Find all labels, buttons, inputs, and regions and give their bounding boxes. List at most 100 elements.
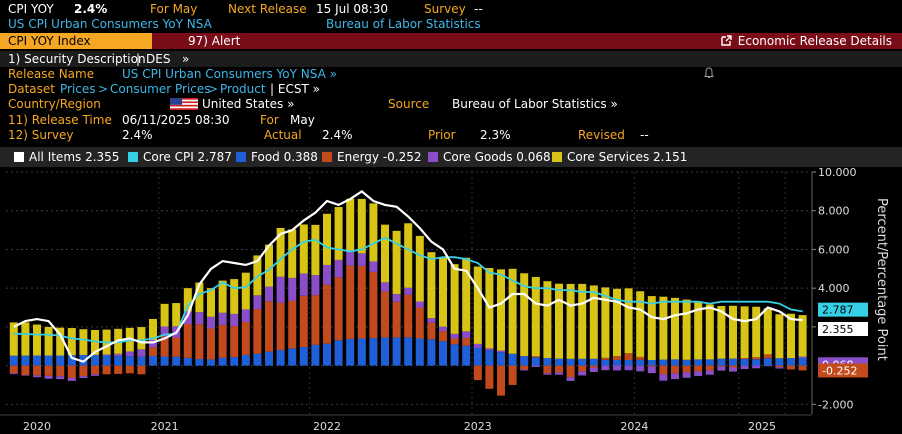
legend-food[interactable]: Food 0.388 (236, 149, 318, 165)
bar-core-goods (21, 375, 30, 376)
bar-food (334, 340, 343, 366)
bar-core-goods (311, 275, 320, 296)
bar-energy (613, 356, 621, 360)
bar-core-goods (149, 340, 157, 348)
bar-food (381, 337, 389, 366)
bar-food (671, 359, 679, 366)
bar-core-goods (729, 367, 737, 372)
release-time-value: 06/11/2025 08:30 (122, 113, 230, 127)
bar-energy (694, 365, 703, 372)
bar-core-services (392, 230, 401, 295)
x-tick-label: 2023 (464, 420, 492, 433)
dataset-consumer-prices[interactable]: Consumer Prices (110, 82, 211, 96)
bar-core-services (67, 328, 76, 356)
bar-food (520, 356, 529, 366)
bar-core-services (659, 296, 668, 360)
dataset-product[interactable]: Product (220, 82, 266, 96)
dataset-prices[interactable]: Prices (60, 82, 96, 96)
bar-core-goods (520, 369, 529, 371)
bar-core-goods (299, 273, 308, 296)
source-link[interactable]: Bureau of Labor Statistics » (452, 97, 618, 111)
y-axis-title: Percent/Percentage Point (874, 198, 889, 361)
des-link[interactable]: DES (146, 52, 171, 66)
series-lines (13, 190, 803, 363)
bar-core-goods (241, 309, 250, 323)
economic-release-details-button[interactable]: Economic Release Details (721, 33, 892, 49)
bar-core-services (334, 207, 343, 260)
bar-energy (705, 365, 714, 371)
survey-row-label[interactable]: 12) Survey (8, 128, 74, 142)
bar-core-goods (740, 365, 749, 370)
bar-core-services (79, 329, 88, 355)
bar-food (299, 347, 308, 366)
legend-energy[interactable]: Energy -0.252 (322, 149, 422, 165)
bell-icon[interactable] (704, 67, 714, 82)
release-time-row: 11) Release Time 06/11/2025 08:30 For Ma… (0, 113, 902, 129)
bar-energy (21, 365, 30, 376)
bar-core-goods (323, 264, 331, 285)
bar-core-services (775, 314, 784, 359)
legend-core-cpi[interactable]: Core CPI 2.787 (128, 149, 232, 165)
bar-core-services (589, 285, 598, 359)
bar-food (717, 358, 726, 366)
bar-food (613, 359, 621, 366)
dataset-ecst[interactable]: | ECST » (270, 82, 320, 96)
bar-food (578, 358, 587, 366)
bar-core-goods (91, 374, 99, 376)
bar-food (44, 355, 53, 366)
bar-core-goods (439, 326, 447, 332)
bar-food (543, 358, 552, 366)
bar-food (137, 356, 146, 366)
next-release-label: Next Release (228, 2, 307, 16)
bar-core-services (555, 283, 563, 359)
bar-food (497, 352, 505, 366)
security-description-button[interactable]: 1) Security Description (8, 52, 146, 66)
bar-core-goods (79, 376, 88, 378)
release-name-link[interactable]: US CPI Urban Consumers YoY NSA » (122, 67, 337, 81)
bar-core-goods (33, 375, 41, 378)
country-link[interactable]: United States » (170, 97, 294, 111)
bar-core-services (601, 287, 610, 358)
bar-food (346, 338, 355, 366)
alert-button[interactable]: 97) Alert (188, 34, 241, 48)
bar-core-services (798, 315, 807, 357)
country-value: United States » (202, 97, 295, 111)
bar-food (149, 355, 157, 366)
sep: | (136, 52, 141, 66)
legend-all-items[interactable]: All Items 2.355 (14, 149, 119, 165)
dataset-sep-2: > (208, 82, 219, 96)
bar-food (67, 355, 76, 366)
bar-energy (531, 356, 540, 358)
bar-core-services (729, 305, 737, 359)
bar-core-services (137, 327, 146, 350)
bar-energy (450, 338, 459, 345)
bar-food (752, 359, 761, 366)
bar-core-goods (392, 294, 401, 302)
bar-energy (485, 365, 494, 389)
legend-core-services[interactable]: Core Services 2.151 (552, 149, 687, 165)
bar-energy (125, 365, 134, 374)
index-tab[interactable]: CPI YOY Index (0, 33, 152, 49)
legend-core-goods[interactable]: Core Goods 0.068 (428, 149, 551, 165)
dataset-row: Dataset Prices > Consumer Prices > Produ… (0, 82, 902, 98)
bar-energy (787, 365, 795, 370)
bar-food (763, 358, 772, 366)
bar-core-goods (682, 372, 691, 378)
bar-core-goods (566, 377, 575, 381)
actual-value: 2.4% (322, 128, 353, 142)
bar-energy (334, 277, 343, 341)
prior-value: 2.3% (480, 128, 511, 142)
bar-energy (299, 295, 308, 348)
release-time-label[interactable]: 11) Release Time (8, 113, 112, 127)
bar-core-goods (137, 349, 146, 357)
bar-energy (427, 322, 436, 340)
bar-food (624, 359, 633, 366)
bar-food (33, 355, 41, 366)
bar-core-services (357, 198, 366, 254)
bar-food (682, 359, 691, 366)
bar-core-services (91, 329, 99, 355)
bar-core-services (578, 283, 587, 359)
bar-food (114, 356, 123, 366)
bar-core-services (531, 276, 540, 357)
bar-energy (682, 365, 691, 373)
